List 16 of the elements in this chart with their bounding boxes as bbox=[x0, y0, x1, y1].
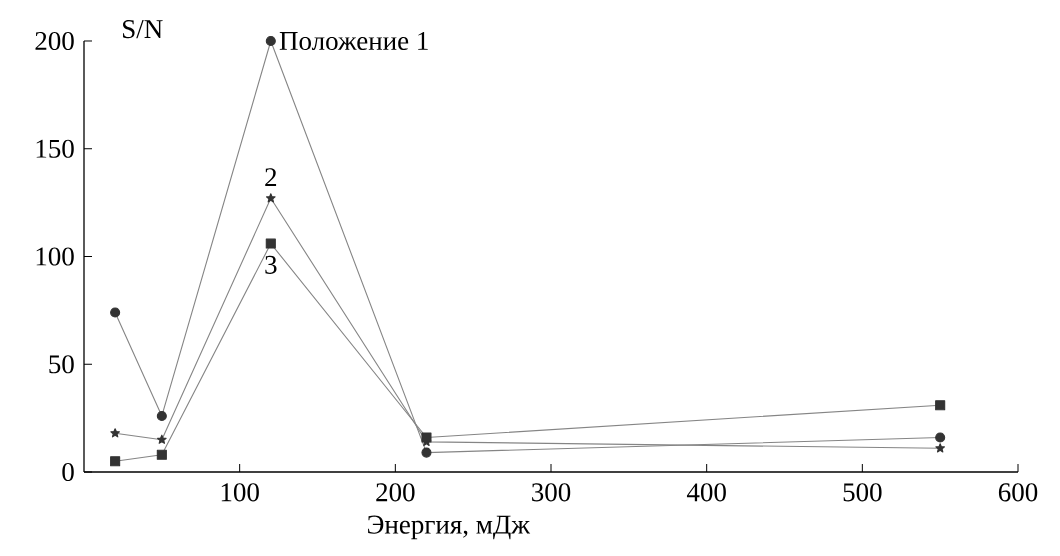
x-tick-label: 200 bbox=[376, 483, 415, 502]
y-axis-title: S/N bbox=[123, 20, 163, 39]
x-axis-title: Энергия, мДж bbox=[368, 515, 531, 540]
y-tick-label: 150 bbox=[36, 139, 74, 158]
x-tick-label: 500 bbox=[843, 483, 882, 502]
x-tick-label: 100 bbox=[221, 483, 259, 502]
series-label: 2 bbox=[265, 168, 277, 187]
x-tick-label: 400 bbox=[686, 483, 726, 502]
series-label: 3 bbox=[265, 255, 277, 274]
y-tick-label: 200 bbox=[35, 31, 74, 51]
y-tick-label: 50 bbox=[49, 355, 74, 374]
y-tick-label: 0 bbox=[62, 462, 74, 482]
x-tick-label: 600 bbox=[998, 483, 1038, 502]
x-tick-label: 300 bbox=[532, 483, 571, 502]
series-label: Положение 1 bbox=[279, 31, 428, 51]
y-tick-label: 100 bbox=[36, 247, 74, 266]
